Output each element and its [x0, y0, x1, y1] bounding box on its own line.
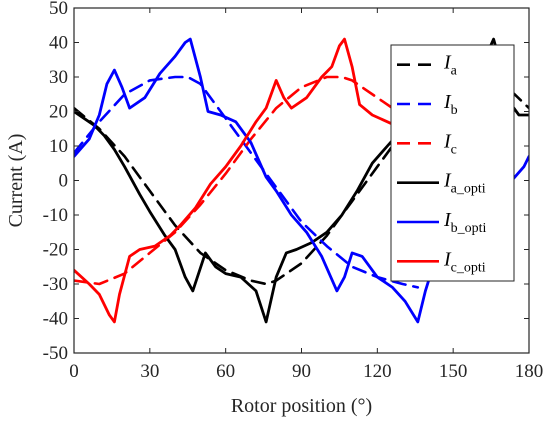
x-tick-label: 60 — [216, 361, 235, 382]
series-line-i-c — [74, 75, 404, 286]
legend-label: Ia_opti — [443, 170, 486, 197]
x-tick-label: 30 — [140, 361, 159, 382]
y-tick-label: 10 — [49, 136, 68, 157]
y-tick-label: 40 — [49, 33, 68, 54]
y-tick-label: 30 — [49, 67, 68, 88]
y-tick-label: 0 — [59, 171, 69, 192]
x-tick-label: 90 — [292, 361, 311, 382]
y-tick-label: -50 — [43, 343, 68, 364]
legend: Ia Ib Ic Ia_opti Ib_opti Ic_opti — [390, 44, 515, 282]
x-axis-label: Rotor position (°) — [231, 395, 372, 417]
x-tick-label: 180 — [515, 361, 544, 382]
y-tick-label: -10 — [43, 205, 68, 226]
x-tick-label: 150 — [439, 361, 468, 382]
legend-label: Ic — [443, 130, 457, 157]
y-tick-label: -20 — [43, 240, 68, 261]
legend-box — [390, 44, 515, 282]
legend-label: Ib — [443, 91, 458, 118]
legend-label: Ic_opti — [443, 248, 486, 275]
y-tick-label: -30 — [43, 274, 68, 295]
ticks-layer: 0 30 60 90 120 150 180 50 40 30 20 10 0 -10 -20 -30 -40 -… — [43, 0, 544, 382]
legend-label: Ia — [443, 52, 458, 79]
series-line-i-b — [74, 75, 420, 289]
x-tick-label: 120 — [363, 361, 392, 382]
legend-label: Ib_opti — [443, 209, 487, 236]
x-tick-label: 0 — [69, 361, 79, 382]
y-tick-label: 20 — [49, 102, 68, 123]
y-axis-label: Current (A) — [5, 134, 27, 228]
y-tick-label: 50 — [49, 0, 68, 19]
y-tick-label: -40 — [43, 309, 68, 330]
series-line-i-c-opti — [74, 37, 405, 324]
